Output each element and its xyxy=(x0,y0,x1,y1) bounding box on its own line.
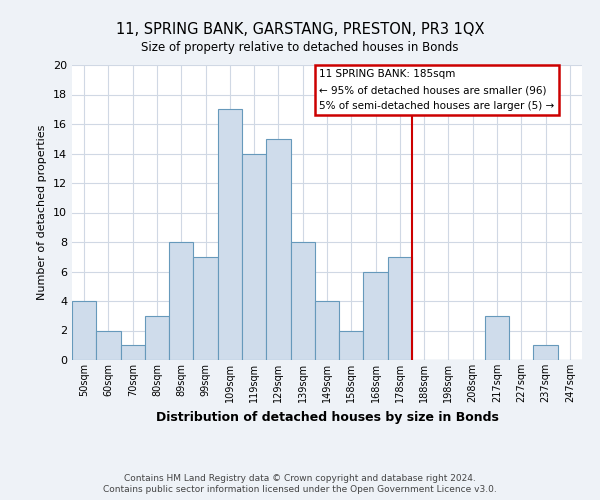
X-axis label: Distribution of detached houses by size in Bonds: Distribution of detached houses by size … xyxy=(155,410,499,424)
Bar xyxy=(169,242,193,360)
Bar xyxy=(485,316,509,360)
Bar xyxy=(315,301,339,360)
Bar xyxy=(266,138,290,360)
Bar xyxy=(339,330,364,360)
Bar xyxy=(72,301,96,360)
Text: 11, SPRING BANK, GARSTANG, PRESTON, PR3 1QX: 11, SPRING BANK, GARSTANG, PRESTON, PR3 … xyxy=(116,22,484,38)
Bar xyxy=(145,316,169,360)
Bar xyxy=(290,242,315,360)
Bar xyxy=(364,272,388,360)
Bar xyxy=(533,345,558,360)
Text: Contains public sector information licensed under the Open Government Licence v3: Contains public sector information licen… xyxy=(103,485,497,494)
Bar xyxy=(121,345,145,360)
Text: Contains HM Land Registry data © Crown copyright and database right 2024.: Contains HM Land Registry data © Crown c… xyxy=(124,474,476,483)
Bar xyxy=(242,154,266,360)
Text: 11 SPRING BANK: 185sqm
← 95% of detached houses are smaller (96)
5% of semi-deta: 11 SPRING BANK: 185sqm ← 95% of detached… xyxy=(319,70,554,110)
Text: Size of property relative to detached houses in Bonds: Size of property relative to detached ho… xyxy=(141,41,459,54)
Y-axis label: Number of detached properties: Number of detached properties xyxy=(37,125,47,300)
Bar xyxy=(193,257,218,360)
Bar xyxy=(96,330,121,360)
Bar xyxy=(218,110,242,360)
Bar xyxy=(388,257,412,360)
